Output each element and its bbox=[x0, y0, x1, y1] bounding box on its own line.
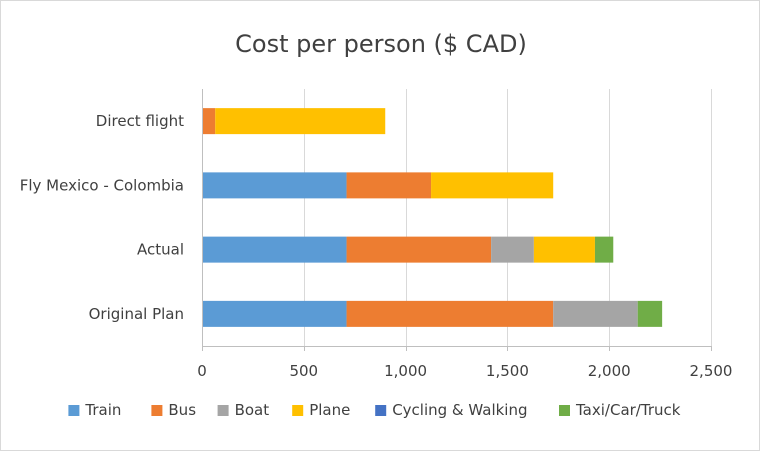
legend: Train Bus Boat Plane Cycling & Walking Taxi/C… bbox=[68, 401, 681, 419]
bar-segment bbox=[553, 300, 638, 327]
legend-swatch bbox=[151, 405, 163, 416]
legend-label: Plane bbox=[309, 401, 350, 419]
x-tick-label: 2,000 bbox=[588, 362, 631, 380]
bar-segment bbox=[202, 300, 347, 327]
x-tick-label: 1,500 bbox=[486, 362, 529, 380]
legend-label: Boat bbox=[235, 401, 270, 419]
x-tick-label: 1,000 bbox=[384, 362, 427, 380]
legend-label: Train bbox=[84, 401, 121, 419]
legend-label: Cycling & Walking bbox=[392, 401, 527, 419]
bar-segment bbox=[637, 300, 663, 327]
bar-segment bbox=[202, 172, 347, 199]
bar-segment bbox=[346, 300, 554, 327]
category-label: Original Plan bbox=[89, 305, 184, 323]
axes: 0 500 1,000 1,500 2,000 2,500 Original Plan Act… bbox=[20, 89, 733, 380]
category-label: Actual bbox=[137, 241, 184, 259]
category-label: Direct flight bbox=[96, 112, 184, 130]
bar-segment bbox=[215, 108, 386, 135]
bar-segment bbox=[346, 172, 432, 199]
legend-label: Bus bbox=[168, 401, 196, 419]
bars bbox=[202, 108, 663, 327]
legend-label: Taxi/Car/Truck bbox=[575, 401, 681, 419]
x-tick-label: 0 bbox=[197, 362, 207, 380]
legend-swatch bbox=[217, 405, 229, 416]
bar-segment bbox=[594, 236, 614, 263]
bar-segment bbox=[533, 236, 595, 263]
chart-title: Cost per person ($ CAD) bbox=[235, 30, 527, 58]
x-tick-label: 2,500 bbox=[690, 362, 733, 380]
legend-swatch bbox=[292, 405, 304, 416]
bar-segment bbox=[202, 236, 347, 263]
legend-swatch bbox=[68, 405, 80, 416]
bar-segment bbox=[346, 236, 492, 263]
legend-swatch bbox=[375, 405, 387, 416]
x-tick-label: 500 bbox=[289, 362, 318, 380]
bar-segment bbox=[202, 108, 216, 135]
bar-segment bbox=[491, 236, 534, 263]
category-label: Fly Mexico - Colombia bbox=[20, 176, 184, 194]
bar-segment bbox=[431, 172, 554, 199]
legend-swatch bbox=[559, 405, 570, 416]
